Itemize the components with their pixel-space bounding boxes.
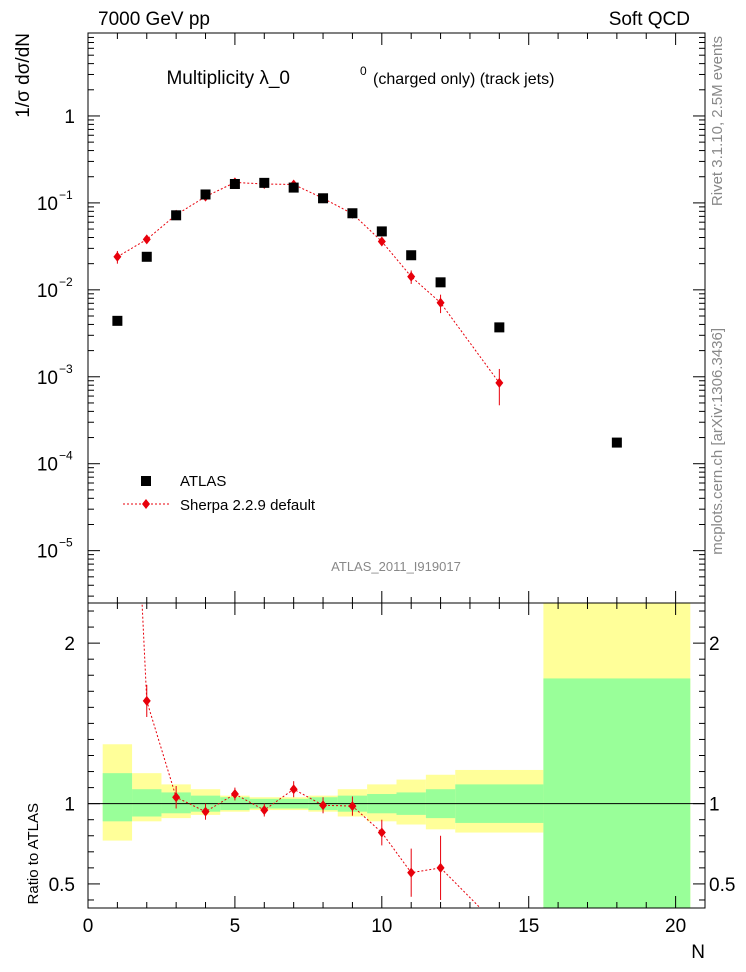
- x-tick-label: 10: [371, 916, 392, 937]
- atlas-point: [406, 250, 417, 261]
- main-plot-axes: 10 −510 −410 −310 −210 −11: [37, 32, 706, 603]
- main-y-tick-label: 10: [37, 281, 58, 302]
- atlas-point: [318, 193, 329, 204]
- plot-title: Multiplicity λ_0: [166, 68, 290, 89]
- main-y-tick-label: 10: [37, 194, 58, 215]
- ratio-point: [172, 792, 181, 803]
- ratio-y-tick-label-right: 1: [709, 795, 720, 816]
- ratio-y-tick-label: 2: [64, 634, 75, 655]
- legend-label-atlas: ATLAS: [180, 473, 226, 490]
- x-tick-label: 0: [83, 916, 94, 937]
- main-y-tick-label: 10: [37, 368, 58, 389]
- uncertainty-band-inner: [543, 678, 691, 908]
- atlas-point: [171, 210, 182, 221]
- ratio-point: [495, 922, 503, 932]
- x-tick-label: 20: [665, 916, 686, 937]
- ratio-plot-area: [88, 84, 705, 932]
- x-axis-label: N: [691, 942, 705, 963]
- legend: ATLAS Sherpa 2.2.9 default: [123, 473, 316, 514]
- legend-marker-sherpa: [142, 499, 150, 509]
- ratio-point: [230, 789, 239, 800]
- ratio-y-tick-label-right: 2: [709, 634, 720, 655]
- header-left: 7000 GeV pp: [98, 9, 210, 30]
- ratio-point: [142, 695, 151, 706]
- ratio-point: [377, 827, 386, 838]
- main-y-tick-exponent: −5: [59, 536, 73, 550]
- atlas-point: [435, 277, 446, 288]
- header-right: Soft QCD: [609, 9, 690, 30]
- sherpa-point: [142, 234, 151, 245]
- ratio-point: [407, 867, 416, 878]
- sherpa-point: [495, 377, 504, 388]
- main-y-tick-exponent: −2: [59, 275, 73, 289]
- atlas-point: [112, 315, 123, 326]
- rivet-label: Rivet 3.1.10, 2.5M events: [709, 36, 726, 206]
- ratio-point: [289, 784, 298, 795]
- atlas-point: [611, 437, 622, 448]
- plot-title-suffix: (charged only) (track jets): [373, 71, 554, 88]
- atlas-point: [259, 177, 270, 188]
- main-y-tick-label: 10: [37, 455, 58, 476]
- main-plot-panel: 10 −510 −410 −310 −210 −11 Multiplicity λ_0 0…: [13, 32, 706, 604]
- main-y-tick-exponent: −4: [59, 449, 73, 463]
- plot-title-superscript: 0: [360, 64, 367, 78]
- ratio-plot-marks: [88, 84, 705, 932]
- uncertainty-band-inner: [132, 789, 162, 817]
- atlas-point: [347, 208, 358, 219]
- ratio-point: [436, 862, 445, 873]
- atlas-point: [200, 189, 211, 200]
- y-axis-label: 1/σ dσ/dN: [13, 33, 34, 118]
- atlas-point: [288, 182, 299, 193]
- main-y-tick-exponent: −3: [59, 362, 73, 376]
- x-tick-label: 15: [518, 916, 539, 937]
- ratio-plot-axes: 0 5 10 15 20 0.5 0.5 1 1 2 2: [49, 603, 735, 937]
- main-y-tick-label: 1: [64, 107, 75, 128]
- legend-marker-atlas: [141, 476, 151, 486]
- atlas-point: [376, 226, 387, 237]
- analysis-watermark: ATLAS_2011_I919017: [331, 559, 461, 574]
- main-y-tick-exponent: −1: [59, 188, 73, 202]
- atlas-point: [141, 251, 152, 262]
- sherpa-point: [407, 271, 416, 282]
- ratio-point: [319, 800, 328, 811]
- ratio-y-tick-label: 0.5: [49, 875, 75, 896]
- ratio-plot-panel: 0 5 10 15 20 0.5 0.5 1 1 2 2 Ratio to ATLAS N: [25, 84, 735, 963]
- atlas-point: [494, 322, 505, 333]
- uncertainty-band-inner: [102, 773, 133, 822]
- ratio-point: [348, 801, 357, 812]
- main-plot-frame: [87, 32, 706, 604]
- source-label: mcplots.cern.ch [arXiv:1306.3436]: [709, 328, 726, 555]
- sherpa-point: [377, 236, 386, 247]
- x-tick-label: 5: [230, 916, 241, 937]
- atlas-point: [229, 178, 240, 189]
- ratio-point: [113, 84, 121, 94]
- main-plot-marks: [112, 177, 622, 448]
- sherpa-point: [436, 297, 445, 308]
- sherpa-point: [113, 251, 122, 262]
- ratio-point: [260, 805, 269, 816]
- ratio-y-axis-label: Ratio to ATLAS: [25, 803, 42, 904]
- ratio-point: [201, 806, 210, 817]
- ratio-y-tick-label-right: 0.5: [709, 875, 735, 896]
- main-y-tick-label: 10: [37, 542, 58, 563]
- legend-label-sherpa: Sherpa 2.2.9 default: [180, 497, 316, 514]
- ratio-y-tick-label: 1: [64, 795, 75, 816]
